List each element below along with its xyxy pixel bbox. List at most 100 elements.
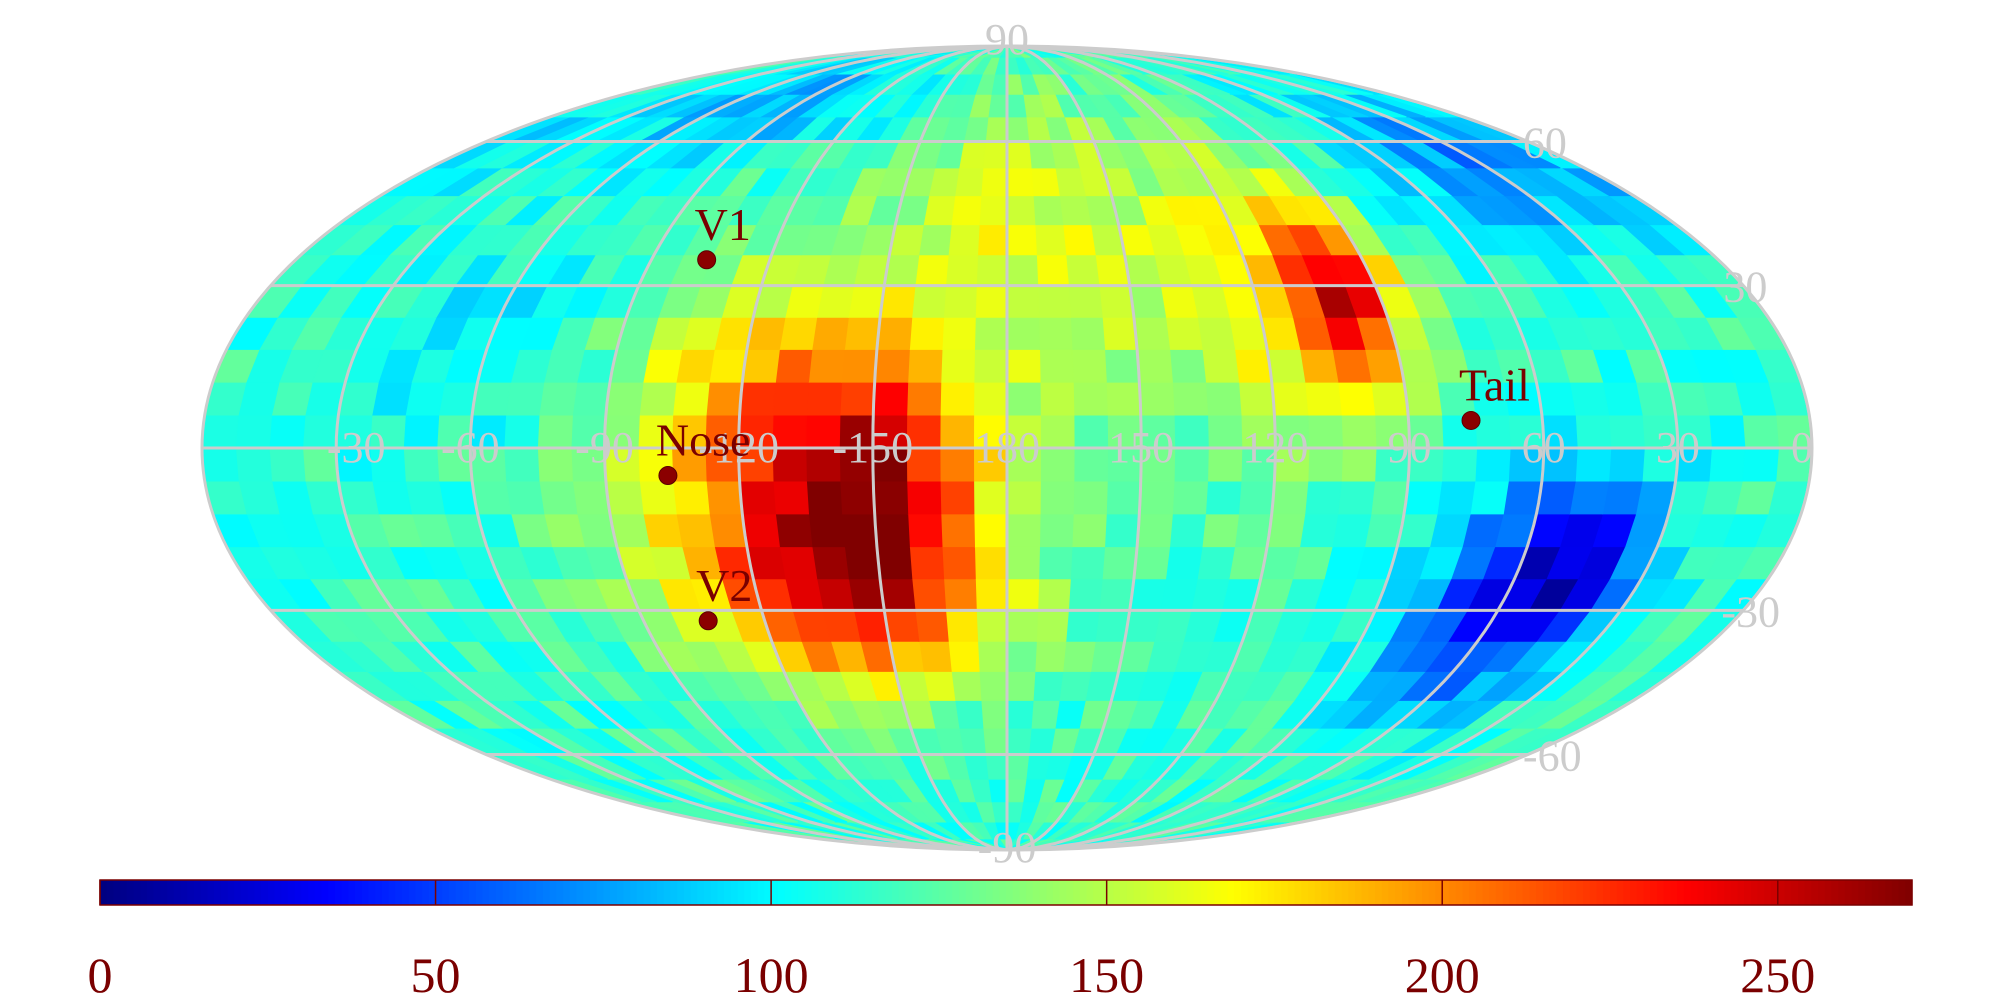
colorbar-tick-label: 200	[1405, 947, 1480, 1000]
colorbar-segment	[697, 880, 705, 905]
colorbar-tick-label: 250	[1740, 947, 1815, 1000]
colorbar-segment	[610, 880, 618, 905]
colorbar-segment	[448, 880, 457, 905]
map-cell	[954, 167, 984, 197]
map-cell	[1204, 480, 1242, 515]
colorbar-segment	[1146, 880, 1155, 905]
map-cell	[908, 546, 945, 580]
colorbar-segment	[1321, 880, 1329, 905]
map-cell	[1136, 513, 1173, 548]
map-cell	[1304, 480, 1342, 515]
map-cell	[739, 381, 776, 416]
map-cell	[1568, 480, 1610, 515]
map-cell	[1039, 381, 1075, 416]
colorbar-segment	[724, 880, 732, 905]
map-cell	[1403, 381, 1443, 416]
colorbar-segment	[1126, 880, 1135, 905]
map-cell	[1072, 381, 1108, 416]
colorbar-segment	[1301, 880, 1309, 905]
colorbar-segment	[757, 880, 765, 905]
colorbar-segment	[1677, 880, 1685, 905]
colorbar-segment	[361, 880, 370, 905]
map-cell	[741, 348, 780, 383]
colorbar-segment	[1274, 880, 1282, 905]
colorbar-segment	[1214, 880, 1222, 905]
colorbar-segment	[1683, 880, 1692, 905]
map-cell	[872, 381, 909, 416]
map-cell	[1104, 348, 1140, 383]
map-cell	[945, 609, 979, 642]
longitude-label: 150	[1108, 423, 1174, 472]
map-cell	[1204, 381, 1242, 416]
map-cell	[1067, 285, 1103, 318]
map-cell	[1072, 480, 1108, 515]
map-cell	[705, 381, 743, 416]
colorbar-segment	[1026, 880, 1034, 905]
map-cell	[505, 381, 545, 416]
map-cell	[1028, 727, 1056, 755]
map-cell	[1234, 348, 1273, 383]
colorbar-segment	[1133, 880, 1141, 905]
colorbar-segment	[522, 880, 531, 905]
colorbar-segment	[1891, 880, 1900, 905]
colorbar-segment	[918, 880, 927, 905]
map-cell	[807, 513, 845, 548]
map-cell	[505, 480, 545, 515]
map-cell	[906, 381, 942, 416]
map-cell	[739, 480, 776, 515]
marker-label: V1	[695, 199, 751, 250]
longitude-label: 30	[1656, 423, 1700, 472]
map-cell	[1207, 447, 1243, 482]
colorbar-segment	[871, 880, 880, 905]
colorbar-segment	[824, 880, 833, 905]
colorbar-segment	[160, 880, 168, 905]
map-cell	[571, 381, 611, 416]
colorbar-segment	[764, 880, 772, 905]
colorbar-segment	[388, 880, 396, 905]
map-cell	[980, 699, 1008, 729]
map-cell	[943, 578, 977, 611]
colorbar-segment	[1200, 880, 1208, 905]
map-cell	[911, 285, 947, 318]
map-cell	[1071, 348, 1107, 383]
map-cell	[1238, 480, 1275, 515]
map-cell	[918, 224, 952, 256]
marker-label: V2	[696, 560, 752, 611]
colorbar-segment	[563, 880, 571, 905]
map-cell	[1441, 447, 1478, 482]
map-outline	[200, 44, 1814, 852]
colorbar-segment	[536, 880, 544, 905]
map-cell	[1006, 670, 1036, 701]
colorbar-tick-label: 150	[1069, 947, 1144, 1000]
colorbar-segment	[1395, 880, 1403, 905]
colorbar-segment	[240, 880, 249, 905]
map-cell	[402, 447, 440, 482]
latitude-label: -30	[1721, 587, 1780, 636]
map-cell	[1234, 513, 1273, 548]
colorbar-segment	[1536, 880, 1544, 905]
map-cell	[1340, 414, 1377, 449]
map-cell	[1337, 381, 1376, 416]
colorbar-segment	[1160, 880, 1168, 905]
colorbar-segment	[1113, 880, 1121, 905]
colorbar-segment	[1737, 880, 1745, 905]
colorbar-segment	[1650, 880, 1658, 905]
colorbar-segment	[1670, 880, 1678, 905]
map-cell	[907, 513, 943, 548]
colorbar-segment	[1220, 880, 1229, 905]
map-cell	[675, 513, 715, 548]
colorbar-segment	[891, 880, 900, 905]
colorbar-segment	[1542, 880, 1551, 905]
colorbar-segment	[469, 880, 477, 905]
colorbar-segment	[704, 880, 712, 905]
marker-dot	[658, 466, 678, 486]
colorbar-segment	[1207, 880, 1215, 905]
colorbar-segment	[811, 880, 819, 905]
map-cell	[1299, 513, 1339, 548]
colorbar-segment	[965, 880, 974, 905]
map-cell	[945, 254, 979, 287]
map-cell	[914, 609, 949, 642]
map-cell	[1073, 447, 1109, 482]
map-cell	[1006, 116, 1030, 142]
